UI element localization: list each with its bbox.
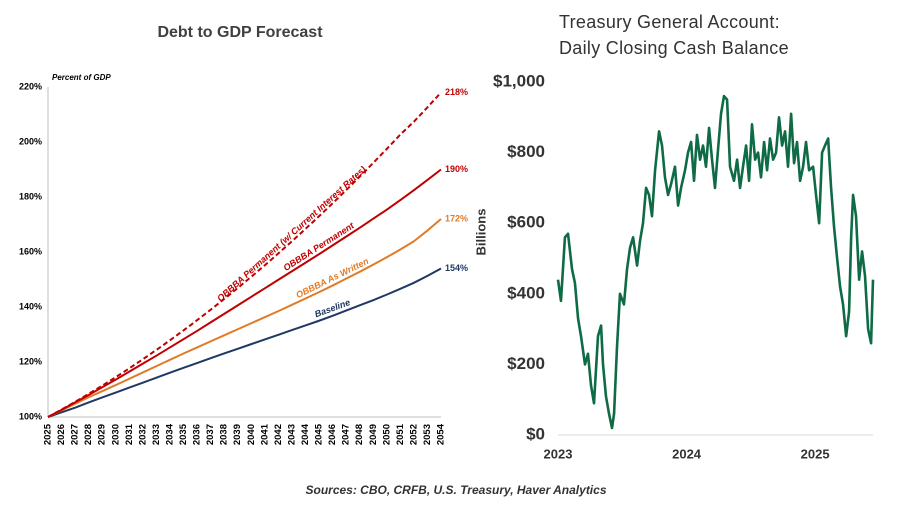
line — [556, 94, 875, 430]
y-tick-label: 120% — [19, 356, 42, 366]
x-tick-label: 2024 — [672, 446, 702, 461]
y-tick-label: 100% — [19, 411, 42, 421]
x-tick-label: 2046 — [327, 424, 338, 445]
x-tick-label: 2040 — [246, 424, 257, 445]
source: Sources: CBO, CRFB, U.S. Treasury, Haver… — [306, 483, 607, 497]
x-tick-label: 2032 — [137, 424, 148, 445]
chart-title: Debt to GDP Forecast — [157, 24, 323, 41]
x-tick-label: 2035 — [178, 423, 189, 445]
data-label: 190% — [445, 164, 468, 174]
y-tick-label: $800 — [507, 142, 545, 161]
y-axis-label: Percent of GDP — [52, 73, 111, 82]
line — [47, 218, 442, 418]
x-tick-label: 2047 — [341, 424, 352, 445]
y-tick-label: 220% — [19, 81, 42, 91]
x-tick-label: 2029 — [97, 424, 108, 445]
x-tick-label: 2049 — [368, 424, 379, 445]
x-tick-label: 2051 — [395, 423, 406, 445]
y-tick-label: $200 — [507, 354, 545, 373]
x-tick-label: 2052 — [408, 424, 419, 445]
x-tick-label: 2034 — [164, 423, 175, 445]
x-tick-label: 2043 — [286, 424, 297, 445]
y-tick-label: $600 — [507, 213, 545, 232]
x-tick-label: 2025 — [801, 446, 830, 461]
x-tick-label: 2025 — [43, 423, 54, 445]
line — [47, 267, 442, 418]
x-tick-label: 2026 — [56, 424, 67, 445]
line — [47, 91, 442, 418]
x-tick-label: 2037 — [205, 424, 216, 445]
x-tick-label: 2028 — [83, 424, 94, 445]
x-tick-label: 2050 — [381, 424, 392, 445]
line — [47, 168, 442, 418]
x-tick-label: 2027 — [70, 424, 81, 445]
x-tick-label: 2033 — [151, 424, 162, 445]
x-tick-label: 2045 — [314, 423, 325, 445]
chart-title: Treasury General Account: Daily Closing … — [559, 12, 789, 58]
x-tick-label: 2054 — [436, 423, 447, 445]
data-label: 218% — [445, 87, 468, 97]
x-tick-label: 2038 — [219, 424, 230, 445]
data-label: 172% — [445, 213, 468, 223]
y-tick-label: 160% — [19, 246, 42, 256]
x-tick-label: 2053 — [422, 424, 433, 445]
y-tick-label: $0 — [526, 424, 545, 443]
x-tick-label: 2041 — [259, 423, 270, 445]
x-tick-label: 2023 — [544, 446, 573, 461]
y-axis-label: Billions — [473, 209, 488, 256]
x-tick-label: 2036 — [192, 424, 203, 445]
x-tick-label: 2042 — [273, 424, 284, 445]
x-tick-label: 2048 — [354, 424, 365, 445]
x-tick-label: 2044 — [300, 423, 311, 445]
y-tick-label: 140% — [19, 301, 42, 311]
y-tick-label: 200% — [19, 136, 42, 146]
y-tick-label: 180% — [19, 191, 42, 201]
x-tick-label: 2030 — [110, 424, 121, 445]
y-tick-label: $400 — [507, 283, 545, 302]
x-tick-label: 2031 — [124, 423, 135, 445]
x-tick-label: 2039 — [232, 424, 243, 445]
data-label: 154% — [445, 263, 468, 273]
y-tick-label: $1,000 — [493, 71, 545, 90]
